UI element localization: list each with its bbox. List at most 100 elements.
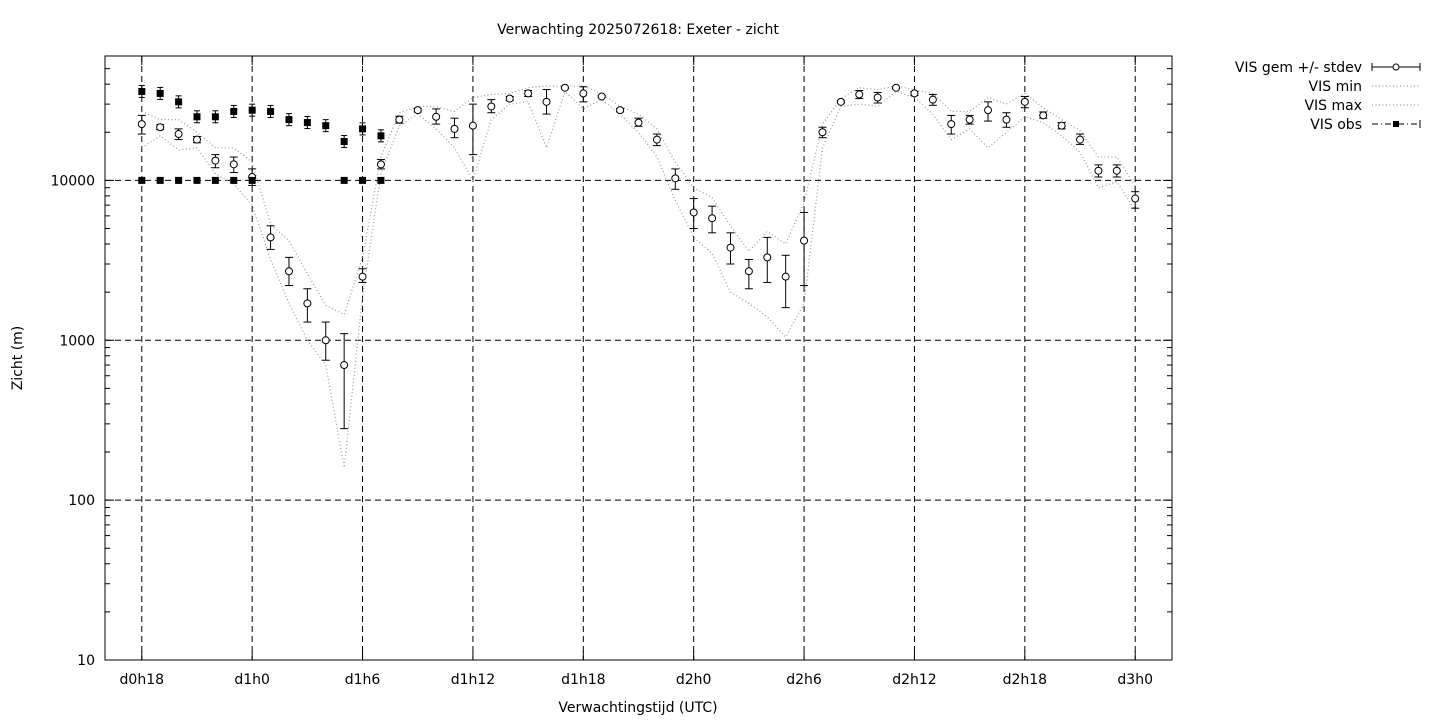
vis-mean-point [560,83,569,92]
legend-sample-point [1393,121,1399,127]
vis-obs-point [267,107,275,115]
vis-mean-point [229,160,238,169]
vis-obs-point [303,119,311,127]
vis-mean-point [1112,166,1121,175]
legend-label: VIS min [1309,79,1362,95]
vis-mean-point [892,83,901,92]
x-tick-label: d2h18 [1003,672,1047,688]
vis-mean-point [855,90,864,99]
x-tick-label: d1h0 [234,672,270,688]
vis-obs-point [359,125,367,133]
y-axis-label: Zicht (m) [10,326,26,391]
vis-mean-point [321,336,330,345]
vis-obs-point-low [193,176,201,184]
vis-mean-point [1057,121,1066,130]
vis-obs-point-low [230,176,238,184]
vis-mean-point [156,123,165,132]
x-tick-label: d1h12 [451,672,495,688]
vis-mean-point [671,174,680,183]
legend: VIS gem +/- stdev VIS min VIS max VIS obs [1235,60,1421,133]
vis-obs-point [230,107,238,115]
x-tick-label: d0h18 [120,672,164,688]
vis-mean-point [303,299,312,308]
y-tick-label: 100 [68,493,95,509]
x-tick-label: d2h6 [786,672,822,688]
y-tick-label: 1000 [59,333,95,349]
vis-mean-point [947,120,956,129]
vis-mean-point [1094,166,1103,175]
vis-mean-point [1131,194,1140,203]
x-axis: d0h18 d1h0 d1h6 d1h12 d1h18 d2h0 d2h6 d2h12 d2h1… [120,56,1153,688]
legend-label: VIS obs [1310,117,1362,133]
vis-mean-point [1039,111,1048,120]
x-axis-label: Verwachtingstijd (UTC) [558,700,717,716]
vis-obs-point-low [248,176,256,184]
vis-mean-point [726,243,735,252]
vis-obs-point [138,87,146,95]
vis-mean-point [174,130,183,139]
vis-mean-point [266,233,275,242]
vis-mean-point [505,94,514,103]
chart-title: Verwachting 2025072618: Exeter - zicht [497,22,779,38]
vis-mean-point [708,214,717,223]
legend-label: VIS max [1304,98,1362,114]
vis-mean-point [192,135,201,144]
vis-obs-point-low [359,176,367,184]
vis-mean-point [652,135,661,144]
x-tick-label: d1h18 [561,672,605,688]
legend-label: VIS gem +/- stdev [1235,60,1362,76]
vis-mean-point [781,272,790,281]
vis-mean-point [211,156,220,165]
vis-mean-point [284,267,293,276]
vis-obs-point [211,113,219,121]
minor-ticks [105,55,1172,613]
vis-mean-point [376,160,385,169]
vis-mean-point [358,272,367,281]
vis-mean-point [928,95,937,104]
vis-mean-point [542,97,551,106]
vis-mean-point [340,361,349,370]
vis-mean-point [1002,115,1011,124]
vis-mean-point [910,89,919,98]
plot-frame [104,55,1173,661]
vis-obs-point-low [211,176,219,184]
vis-mean-point [616,106,625,115]
vis-mean-point [873,93,882,102]
vis-obs-point-low [340,176,348,184]
vis-mean-point [597,92,606,101]
vis-mean-point [689,208,698,217]
vis-obs-point [285,116,293,124]
vis-mean-point [450,124,459,133]
vis-obs-point-low [138,176,146,184]
vis-mean-point [395,115,404,124]
vis-obs-point [322,122,330,130]
vis-mean-point [413,106,422,115]
x-tick-label: d2h0 [676,672,712,688]
vis-mean-point [137,120,146,129]
vis-obs-point [156,89,164,97]
vis-obs-point [377,132,385,140]
vis-mean-point [965,115,974,124]
x-tick-label: d3h0 [1117,672,1153,688]
vis-mean-point [818,128,827,137]
vis-obs-point-low [175,176,183,184]
vis-mean-point [432,112,441,121]
y-axis: 10 100 1000 10000 [50,173,1172,669]
x-tick-label: d2h12 [892,672,936,688]
vis-mean-point [800,236,809,245]
vis-mean-point [1020,97,1029,106]
vis-mean-point [744,267,753,276]
vis-mean-point [487,102,496,111]
vis-obs-point-low [377,176,385,184]
x-tick-label: d1h6 [345,672,381,688]
vis-mean-point [763,253,772,262]
vis-obs-point [248,106,256,114]
vis-mean-point [836,97,845,106]
vis-mean-point [468,121,477,130]
vis-mean-point [524,89,533,98]
vis-min-line [141,90,1136,468]
vis-mean-point [634,118,643,127]
series-layer [137,83,1140,468]
legend-sample-point [1392,63,1400,71]
vis-obs-point [340,138,348,146]
